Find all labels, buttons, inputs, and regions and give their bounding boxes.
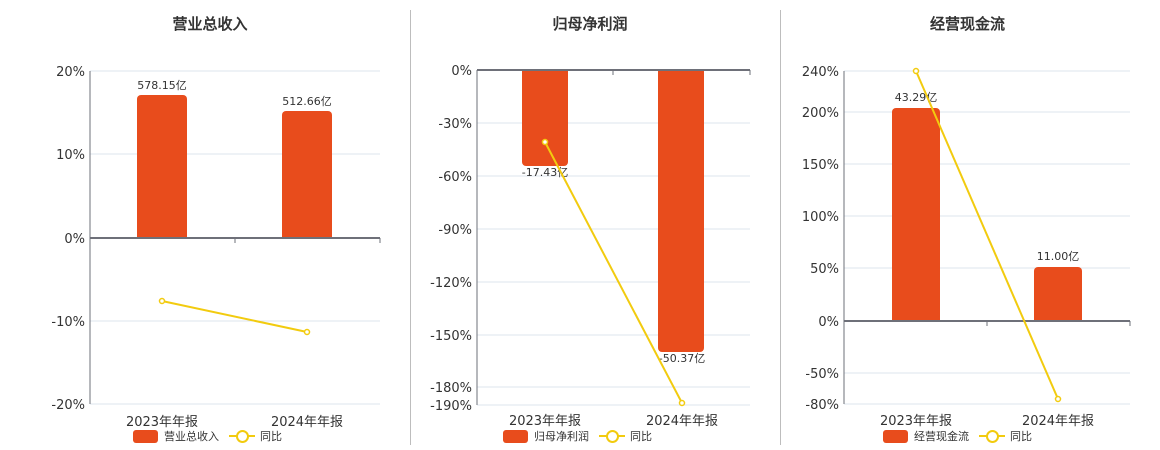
y-tick: 200% [802,106,839,121]
x-label: 2024年年报 [1022,414,1094,429]
legend: 经营现金流 同比 [883,428,1032,444]
legend-line-icon[interactable] [979,430,1005,443]
bar-2023[interactable] [137,95,187,238]
yoy-line [544,141,683,404]
y-tick: 10% [56,148,85,163]
y-tick: 100% [802,210,839,225]
y-tick: -20% [51,398,85,413]
y-tick: -60% [438,170,472,185]
legend-bar-label[interactable]: 营业总收入 [164,430,219,443]
legend-line-icon[interactable] [229,430,255,443]
yoy-line [161,300,308,333]
chart-plot: 0% -30% -60% -90% -120% -150% -180% -190… [430,64,751,429]
y-tick: -80% [805,398,839,413]
legend-line-label[interactable]: 同比 [1010,430,1032,443]
chart-title: 经营现金流 [929,15,1005,33]
yoy-point[interactable] [912,67,920,75]
yoy-point[interactable] [678,399,686,407]
chart-plot: 240% 200% 150% 100% 50% 0% -50% -80% 43.… [802,65,1131,429]
legend-bar-label[interactable]: 经营现金流 [914,430,969,443]
bar-label: 512.66亿 [282,95,332,108]
y-tick: -180% [430,381,472,396]
chart-title: 营业总收入 [172,15,248,33]
legend-bar-swatch[interactable] [883,429,908,443]
x-label: 2023年年报 [126,415,198,430]
bar-2024[interactable] [658,70,704,352]
x-label: 2024年年报 [646,414,718,429]
chart-panel-net-profit: 归母净利润 0% -30% -60% -90% -120% -150% -180… [400,0,780,450]
legend-line-icon[interactable] [599,430,625,443]
x-label: 2024年年报 [271,415,343,430]
chart-panel-revenue: 营业总收入 20% 10% 0% -10% -20% 578.15亿 512.6… [0,0,410,450]
bar-label: 11.00亿 [1037,250,1080,263]
bar-label: 578.15亿 [137,79,187,92]
x-label: 2023年年报 [880,414,952,429]
yoy-point[interactable] [303,328,311,336]
legend-line-label[interactable]: 同比 [260,430,282,443]
y-tick: 150% [802,158,839,173]
chart-panel-operating-cashflow: 经营现金流 240% 200% 150% 100% 50% 0% -50% -8… [775,0,1160,450]
legend-bar-swatch[interactable] [133,429,158,443]
bar-label: 43.29亿 [895,91,938,104]
yoy-line [915,70,1059,400]
y-tick: 0% [818,315,839,330]
y-tick: 0% [451,64,472,79]
chart-title: 归母净利润 [552,15,628,33]
yoy-point[interactable] [158,297,166,305]
y-tick: -190% [430,399,472,414]
bar-2024[interactable] [1034,267,1082,321]
y-tick: 50% [810,262,839,277]
legend-line-label[interactable]: 同比 [630,430,652,443]
x-label: 2023年年报 [509,414,581,429]
divider [410,10,411,445]
y-tick: -30% [438,117,472,132]
legend: 归母净利润 同比 [503,428,652,444]
legend-bar-label[interactable]: 归母净利润 [534,430,589,443]
y-tick: -50% [805,367,839,382]
y-tick: -120% [430,276,472,291]
legend-bar-swatch[interactable] [503,429,528,443]
yoy-point[interactable] [541,138,549,146]
y-tick: -90% [438,223,472,238]
bar-label: -50.37亿 [659,352,705,365]
yoy-point[interactable] [1054,395,1062,403]
bar-label: -17.43亿 [522,166,568,179]
bar-2023[interactable] [892,108,940,321]
y-tick: -150% [430,329,472,344]
chart-plot: 20% 10% 0% -10% -20% 578.15亿 512.66亿 202… [51,65,381,430]
bar-2023[interactable] [522,70,568,166]
y-tick: 0% [64,232,85,247]
y-tick: 20% [56,65,85,80]
divider [780,10,781,445]
y-tick: 240% [802,65,839,80]
y-tick: -10% [51,315,85,330]
bar-2024[interactable] [282,111,332,238]
legend: 营业总收入 同比 [133,428,282,444]
